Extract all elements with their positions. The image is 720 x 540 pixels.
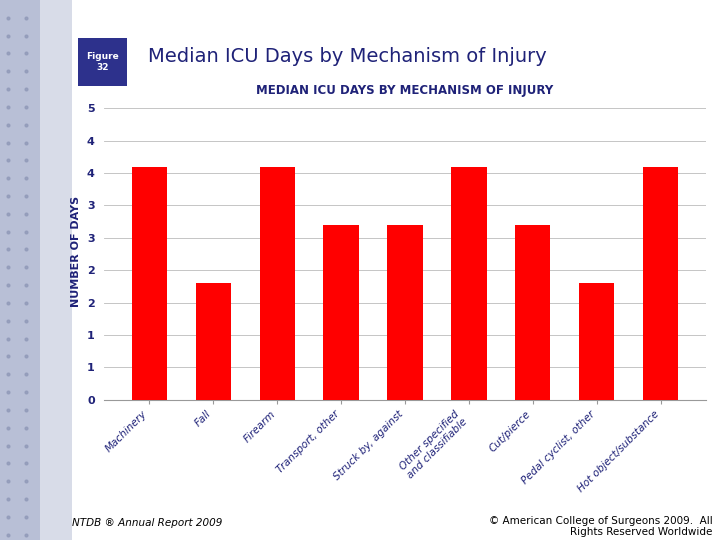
Bar [196, 283, 231, 400]
Bar [516, 225, 550, 400]
Text: © American College of Surgeons 2009.  All
Rights Reserved Worldwide: © American College of Surgeons 2009. All… [489, 516, 713, 537]
Bar [260, 167, 294, 400]
Bar [579, 283, 614, 400]
Bar [323, 225, 359, 400]
Bar [387, 225, 423, 400]
Y-axis label: NUMBER OF DAYS: NUMBER OF DAYS [71, 195, 81, 307]
Bar [132, 167, 167, 400]
Bar [451, 167, 487, 400]
Title: MEDIAN ICU DAYS BY MECHANISM OF INJURY: MEDIAN ICU DAYS BY MECHANISM OF INJURY [256, 84, 554, 97]
Text: Figure
32: Figure 32 [86, 52, 119, 72]
Text: NTDB ® Annual Report 2009: NTDB ® Annual Report 2009 [72, 518, 222, 528]
Text: Median ICU Days by Mechanism of Injury: Median ICU Days by Mechanism of Injury [148, 47, 546, 66]
Bar [643, 167, 678, 400]
